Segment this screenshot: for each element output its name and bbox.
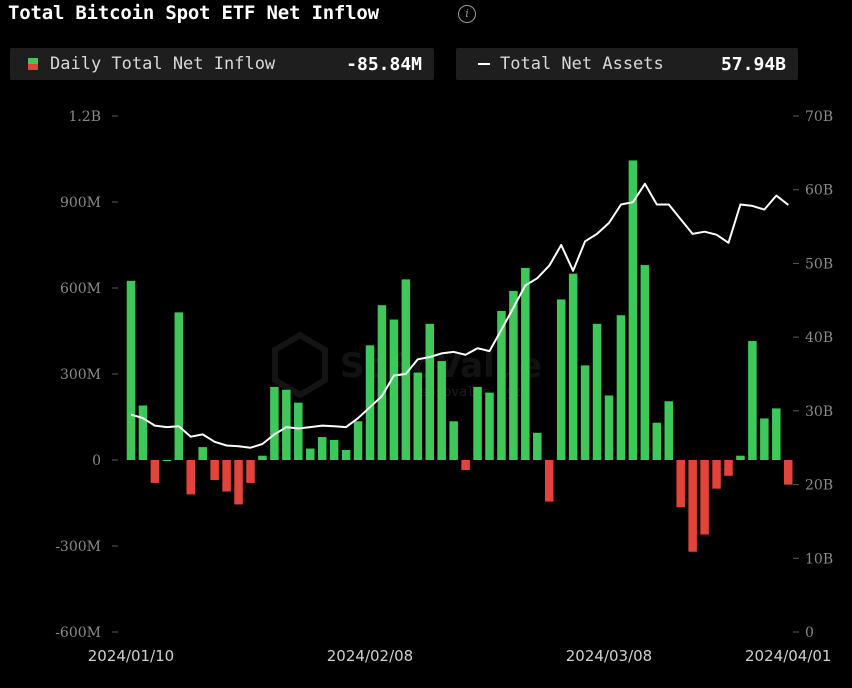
inflow-bar[interactable] <box>736 455 745 460</box>
inflow-bar[interactable] <box>545 460 554 502</box>
info-icon[interactable]: i <box>458 5 476 23</box>
inflow-bar[interactable] <box>616 315 626 460</box>
inflow-bar[interactable] <box>425 323 435 460</box>
inflow-bar[interactable] <box>282 389 291 460</box>
inflow-bar[interactable] <box>353 421 363 460</box>
watermark-subtext: sosovalue.xyz <box>420 385 522 400</box>
inflow-bar[interactable] <box>329 439 339 460</box>
inflow-bar[interactable] <box>580 365 590 460</box>
inflow-bar[interactable] <box>138 405 148 460</box>
inflow-bar[interactable] <box>497 310 506 460</box>
inflow-bar[interactable] <box>556 299 566 460</box>
inflow-bar[interactable] <box>437 361 446 460</box>
y-right-tick-label: 30B <box>805 404 833 420</box>
inflow-bar[interactable] <box>712 460 721 489</box>
legend-daily-inflow[interactable]: Daily Total Net Inflow -85.84M <box>10 48 434 80</box>
inflow-bar[interactable] <box>174 312 184 460</box>
y-left-tick-label: 300M <box>60 367 101 383</box>
watermark-text: SoSoValue <box>340 346 542 386</box>
inflow-bar[interactable] <box>377 305 387 460</box>
y-right-tick-label: 60B <box>805 183 833 199</box>
inflow-bar[interactable] <box>748 341 757 460</box>
y-right-tick-label: 40B <box>805 330 833 346</box>
inflow-bar[interactable] <box>509 290 518 460</box>
inflow-bar[interactable] <box>258 455 267 460</box>
y-right-tick-label: 10B <box>805 551 833 567</box>
inflow-bar[interactable] <box>533 432 542 460</box>
inflow-bar[interactable] <box>162 460 172 461</box>
y-right-tick-label: 70B <box>805 109 833 125</box>
inflow-bar[interactable] <box>306 448 315 460</box>
watermark: SoSoValue sosovalue.xyz <box>272 331 542 400</box>
legend-assets-value: 57.94B <box>720 53 786 75</box>
y-right-tick-label: 50B <box>805 256 833 272</box>
watermark-logo-icon <box>272 331 328 399</box>
y-left-tick-label: 0 <box>92 453 101 469</box>
x-tick-label: 2024/02/08 <box>327 647 413 665</box>
inflow-bar[interactable] <box>521 267 530 460</box>
inflow-bar[interactable] <box>676 460 685 508</box>
y-left-tick-label: 1.2B <box>68 109 101 125</box>
inflow-bar[interactable] <box>126 280 136 460</box>
total-net-assets-line[interactable] <box>130 182 789 449</box>
chart-title: Total Bitcoin Spot ETF Net Inflow <box>8 2 379 24</box>
inflow-bar[interactable] <box>341 449 351 460</box>
inflow-bar[interactable] <box>234 460 243 505</box>
inflow-bar[interactable] <box>198 447 207 460</box>
inflow-bar[interactable] <box>592 323 602 460</box>
inflow-bar[interactable] <box>210 460 219 481</box>
inflow-bar[interactable] <box>401 279 411 460</box>
inflow-bar[interactable] <box>688 460 697 552</box>
inflow-bar[interactable] <box>413 372 423 460</box>
y-right-tick-label: 0 <box>805 625 814 641</box>
inflow-bar[interactable] <box>317 437 327 460</box>
y-left-tick-label: 600M <box>60 281 101 297</box>
inflow-bar[interactable] <box>270 386 279 460</box>
x-tick-label: 2024/03/08 <box>566 647 652 665</box>
inflow-bar[interactable] <box>150 460 160 483</box>
green-red-swatch-icon <box>28 58 38 70</box>
inflow-bar[interactable] <box>784 460 793 485</box>
inflow-bar[interactable] <box>449 421 458 460</box>
y-left-tick-label: -600M <box>55 625 101 641</box>
inflow-bar[interactable] <box>640 265 650 460</box>
inflow-bar[interactable] <box>246 460 255 483</box>
inflow-bar[interactable] <box>724 460 733 476</box>
inflow-bar[interactable] <box>389 319 399 460</box>
line-swatch-icon <box>478 63 490 65</box>
inflow-bar[interactable] <box>604 395 614 461</box>
inflow-bar[interactable] <box>485 392 494 460</box>
inflow-bar[interactable] <box>772 408 781 460</box>
inflow-bar[interactable] <box>700 460 709 535</box>
inflow-bar[interactable] <box>365 345 375 460</box>
inflow-bar[interactable] <box>186 460 196 495</box>
inflow-bar[interactable] <box>664 401 674 460</box>
legend-total-assets[interactable]: Total Net Assets 57.94B <box>456 48 798 80</box>
legend-inflow-label: Daily Total Net Inflow <box>50 54 276 74</box>
inflow-bar[interactable] <box>222 460 231 492</box>
x-tick-label: 2024/04/01 <box>745 647 831 665</box>
y-right-tick-label: 20B <box>805 478 833 494</box>
inflow-bar[interactable] <box>760 418 769 460</box>
inflow-bar[interactable] <box>628 160 638 460</box>
y-left-tick-label: -300M <box>55 539 101 555</box>
legend-assets-label: Total Net Assets <box>500 54 664 74</box>
inflow-bar[interactable] <box>568 273 578 460</box>
legend-inflow-value: -85.84M <box>346 53 422 75</box>
inflow-bar[interactable] <box>461 460 470 471</box>
x-tick-label: 2024/01/10 <box>88 647 174 665</box>
inflow-bar[interactable] <box>294 402 303 460</box>
inflow-bar[interactable] <box>652 422 662 460</box>
y-left-tick-label: 900M <box>60 195 101 211</box>
inflow-bar[interactable] <box>473 386 482 460</box>
